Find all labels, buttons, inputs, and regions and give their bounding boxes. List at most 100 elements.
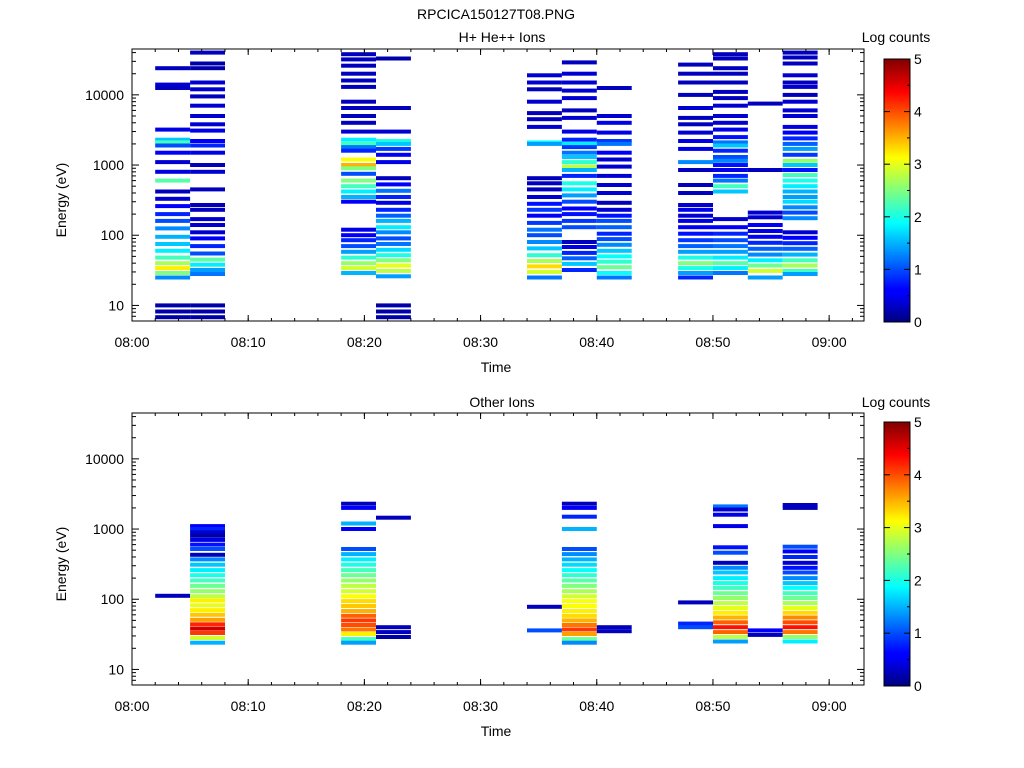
- x-tick-label: 08:30: [463, 698, 498, 714]
- heatmap-cell: [561, 218, 597, 223]
- heatmap-cell: [190, 603, 225, 608]
- heatmap-cell: [376, 635, 411, 639]
- heatmap-cell: [561, 583, 597, 588]
- heatmap-cell: [376, 242, 411, 246]
- heatmap-cell: [713, 114, 748, 118]
- heatmap-cell: [561, 627, 597, 632]
- heatmap-cell: [190, 122, 225, 127]
- heatmap-cell: [561, 245, 597, 249]
- heatmap-cell: [190, 257, 225, 262]
- heatmap-cell: [747, 258, 783, 263]
- heatmap-cell: [527, 213, 562, 218]
- heatmap-cell: [747, 628, 783, 633]
- heatmap-cell: [376, 309, 411, 314]
- heatmap-cell: [782, 560, 818, 565]
- heatmap-cell: [596, 191, 632, 195]
- heatmap-cell: [678, 168, 713, 172]
- heatmap-cell: [678, 62, 713, 67]
- heatmap-cell: [678, 139, 713, 143]
- figure-title: RPCICA150127T08.PNG: [417, 6, 575, 22]
- heatmap-cell: [596, 242, 632, 247]
- heatmap-cell: [678, 225, 713, 230]
- heatmap-cell: [341, 238, 376, 243]
- heatmap-cell: [341, 505, 376, 510]
- heatmap-cell: [190, 128, 225, 133]
- heatmap-cell: [190, 562, 225, 567]
- heatmap-cell: [782, 73, 818, 78]
- heatmap-cell: [713, 143, 748, 148]
- heatmap-cell: [155, 196, 191, 201]
- heatmap-cell: [782, 210, 818, 215]
- heatmap-cell: [341, 640, 376, 645]
- heatmap-cell: [782, 606, 818, 610]
- heatmap-cell: [561, 155, 597, 159]
- heatmap-cell: [596, 150, 632, 155]
- heatmap-cell: [561, 573, 597, 578]
- heatmap-cell: [190, 262, 225, 267]
- plot-area: [132, 413, 864, 685]
- heatmap-cell: [747, 263, 783, 268]
- heatmap-cell: [527, 111, 562, 116]
- heatmap-cell: [596, 164, 632, 169]
- heatmap-cell: [678, 146, 713, 151]
- heatmap-cell: [782, 263, 818, 268]
- heatmap-cell: [713, 596, 748, 600]
- heatmap-cell: [678, 191, 713, 195]
- heatmap-cell: [561, 187, 597, 192]
- heatmap-cell: [341, 627, 376, 632]
- y-tick-label: 100: [101, 591, 125, 607]
- x-axis-label: Time: [481, 359, 512, 375]
- heatmap-cell: [155, 140, 191, 145]
- heatmap-cell: [190, 114, 225, 118]
- heatmap-cell: [561, 562, 597, 567]
- heatmap-cell: [376, 263, 411, 268]
- heatmap-cell: [678, 218, 713, 223]
- heatmap-cell: [713, 271, 748, 275]
- heatmap-cell: [190, 617, 225, 622]
- heatmap-cell: [190, 150, 225, 155]
- heatmap-cell: [341, 99, 376, 104]
- heatmap-cell: [782, 189, 818, 194]
- y-tick-label: 100: [101, 227, 125, 243]
- colorbar-tick-label: 2: [914, 209, 922, 225]
- heatmap-cell: [561, 181, 597, 186]
- heatmap-cell: [782, 195, 818, 199]
- heatmap-cell: [713, 625, 748, 630]
- heatmap-cell: [341, 137, 376, 142]
- heatmap-cell: [527, 246, 562, 251]
- heatmap-cell: [561, 514, 597, 519]
- heatmap-cell: [155, 82, 191, 87]
- x-axis-label: Time: [481, 723, 512, 739]
- heatmap-cell: [713, 66, 748, 71]
- heatmap-cell: [341, 604, 376, 608]
- heatmap-cell: [376, 213, 411, 218]
- heatmap-cell: [155, 150, 191, 155]
- heatmap-cell: [190, 598, 225, 603]
- heatmap-cell: [341, 255, 376, 260]
- heatmap-cell: [561, 173, 597, 178]
- heatmap-cell: [190, 578, 225, 583]
- heatmap-cell: [527, 201, 562, 206]
- heatmap-cell: [678, 71, 713, 76]
- heatmap-cell: [341, 141, 376, 146]
- x-tick-label: 08:10: [231, 698, 266, 714]
- x-tick-label: 08:00: [114, 334, 149, 350]
- heatmap-cell: [376, 247, 411, 252]
- heatmap-cell: [190, 524, 225, 529]
- heatmap-cell: [190, 636, 225, 640]
- heatmap-cell: [527, 264, 562, 269]
- heatmap-cell: [155, 275, 191, 280]
- heatmap-cell: [376, 630, 411, 635]
- heatmap-cell: [782, 141, 818, 146]
- heatmap-cell: [713, 96, 748, 101]
- heatmap-cell: [713, 56, 748, 61]
- panel-other-ions: 08:00 08:10 08:20 08:30 08:40 08:50 09:0010100…: [53, 394, 930, 739]
- colorbar-tick-label: 0: [914, 314, 922, 330]
- heatmap-cell: [561, 206, 597, 211]
- heatmap-cell: [561, 589, 597, 594]
- heatmap-cell: [190, 187, 225, 192]
- y-axis-label: Energy (eV): [53, 527, 69, 602]
- heatmap-cell: [527, 80, 562, 85]
- heatmap-cell: [561, 129, 597, 134]
- heatmap-cell: [155, 169, 191, 174]
